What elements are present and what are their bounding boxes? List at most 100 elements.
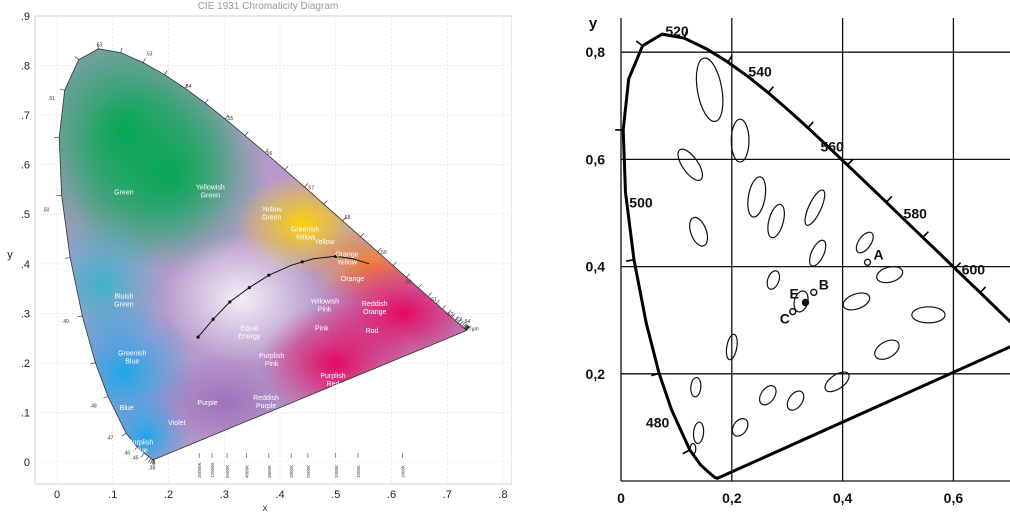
y-axis-ticks: 0,20,40,60,8 <box>586 44 606 382</box>
locus-tick <box>955 263 961 269</box>
wavelength-label: 540 <box>748 63 772 79</box>
spectral-locus-ticks <box>615 31 985 454</box>
wavelength-label: 500 <box>629 195 653 211</box>
y-tick-label: 0,4 <box>586 259 606 275</box>
wavelength-label: 520 <box>665 23 689 39</box>
y-tick-label: .4 <box>21 259 30 271</box>
cct-label: 6500K <box>225 465 230 478</box>
wavelength-label: .60 <box>405 280 412 286</box>
locus-tick <box>886 196 892 202</box>
cct-label: 12000K <box>210 462 215 478</box>
y-tick-label: .7 <box>21 110 30 122</box>
region-label-line: Energy <box>238 334 261 341</box>
y-tick-label: .2 <box>21 358 30 370</box>
color-region-label: Yellow <box>315 239 336 246</box>
region-label-line: Pink <box>265 361 279 368</box>
locus-tick <box>768 87 773 93</box>
wavelength-label: 480 <box>646 414 670 430</box>
grid-lines <box>621 18 1010 481</box>
region-label-line: Blue <box>120 405 134 412</box>
region-label-line: Yellow <box>262 207 283 214</box>
reference-point-label: B <box>819 276 829 292</box>
cct-label: 1500K <box>356 465 361 478</box>
wavelength-label: .62 <box>447 312 454 318</box>
wavelength-label: .54 <box>185 84 192 90</box>
planckian-point <box>196 336 199 339</box>
region-label-line: Orange <box>363 309 386 316</box>
macadam-ellipse <box>686 215 711 249</box>
region-label-line: Green <box>114 301 134 308</box>
x-axis-label: x <box>263 503 268 511</box>
region-label-line: Orange <box>335 251 358 258</box>
cct-label: 2800K <box>289 465 294 478</box>
region-label-line: Rod <box>366 328 379 335</box>
y-tick-label: .8 <box>21 61 30 73</box>
wavelength-label: 580 <box>904 205 928 221</box>
wavelength-label: .38 <box>148 465 155 471</box>
locus-tick <box>636 41 642 46</box>
region-label-line: Reddish <box>253 395 279 402</box>
wavelength-label: 560 <box>820 138 844 154</box>
color-region-label: Rod <box>366 328 379 335</box>
wavelength-label: .57 <box>307 185 314 191</box>
color-region-label: Blue <box>120 405 134 412</box>
macadam-ellipse <box>912 307 945 323</box>
x-tick-label: 0 <box>617 490 625 506</box>
planckian-point <box>228 300 231 303</box>
y-tick-label: 0 <box>24 457 30 469</box>
macadam-ellipse <box>690 377 702 397</box>
macadam-ellipse <box>871 336 902 363</box>
region-label-line: Blue <box>134 448 148 455</box>
macadam-ellipse <box>841 290 872 314</box>
x-tick-label: 0,6 <box>944 490 964 506</box>
chart-title: CIE 1931 Chromaticity Diagram <box>198 1 339 12</box>
locus-tick <box>923 232 929 238</box>
region-label-line: Red <box>327 381 340 388</box>
x-tick-label: .4 <box>275 489 284 501</box>
locus-tick <box>808 122 813 128</box>
x-tick-label: .6 <box>387 489 396 501</box>
region-label-line: Greenish <box>291 227 320 234</box>
wavelength-label: .53 <box>146 52 153 58</box>
y-tick-label: .9 <box>21 11 30 23</box>
wavelength-label: 77µm <box>466 327 479 333</box>
y-axis-label: y <box>589 15 598 32</box>
cct-label: 25000K <box>197 462 202 478</box>
x-tick-label: .2 <box>164 489 173 501</box>
x-tick-label: 0,4 <box>833 490 853 506</box>
x-tick-label: .7 <box>443 489 452 501</box>
cct-label: 3800K <box>267 465 272 478</box>
reference-point <box>790 309 796 315</box>
locus-tick <box>683 450 690 454</box>
region-label-line: Purple <box>256 403 276 410</box>
macadam-ellipse <box>765 269 782 291</box>
macadam-ellipse <box>784 388 807 413</box>
x-tick-label: .8 <box>498 489 507 501</box>
y-tick-label: .6 <box>21 160 30 172</box>
region-label-line: Purplish <box>320 373 345 380</box>
planckian-point <box>301 260 304 263</box>
x-tick-label: .3 <box>220 489 229 501</box>
y-tick-label: .1 <box>21 407 30 419</box>
wavelength-label: .63 <box>455 317 462 323</box>
wavelength-label: .64 <box>463 319 470 325</box>
reference-point <box>811 289 817 295</box>
region-label-line: Green <box>262 215 282 222</box>
region-label-line: Violet <box>168 420 185 427</box>
wavelength-label: .45 <box>132 456 139 462</box>
region-label-line: Purplish <box>259 353 284 360</box>
y-axis-label: y <box>7 249 13 261</box>
cct-label: 2500K <box>306 465 311 478</box>
cct-label: 1000K <box>401 465 406 478</box>
wavelength-label: .49 <box>62 319 69 325</box>
macadam-ellipse <box>673 145 707 184</box>
wavelength-label: .46 <box>123 451 130 457</box>
